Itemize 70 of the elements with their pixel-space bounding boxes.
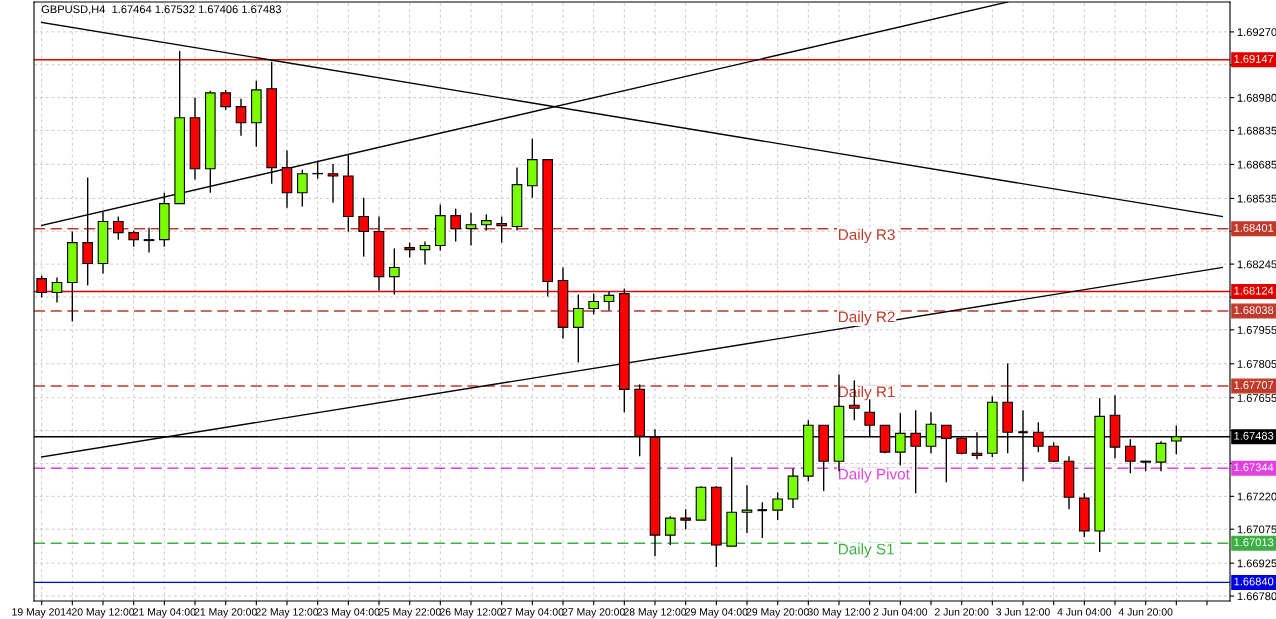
y-tick-label: 1.67220 — [1237, 492, 1276, 501]
y-tick-label: 1.66925 — [1237, 559, 1276, 568]
y-tick-label: 1.68245 — [1237, 260, 1276, 269]
x-tick-label: 2 Jun 04:00 — [873, 608, 928, 616]
candlestick — [143, 226, 155, 254]
x-tick-label: 28 May 12:00 — [623, 608, 687, 618]
annotation: Daily R3 — [838, 228, 895, 244]
y-tick-label: 1.66780 — [1237, 592, 1276, 601]
annotation: Daily S1 — [838, 543, 894, 558]
candlestick — [787, 467, 799, 509]
candlestick — [680, 508, 691, 530]
candlestick — [741, 484, 753, 534]
annotation: Daily R2 — [838, 311, 895, 326]
x-tick-label: 20 May 12:00 — [71, 608, 135, 618]
y-tick-label: 1.67805 — [1237, 360, 1276, 368]
candlestick — [389, 247, 400, 296]
x-tick-label: 23 May 04:00 — [317, 608, 380, 618]
ref-line-label: 1.67013 — [1234, 538, 1274, 547]
x-tick-label: 21 May 04:00 — [133, 608, 196, 618]
candlestick — [465, 211, 477, 247]
candlestick — [51, 276, 63, 304]
candlestick — [297, 168, 308, 208]
candlestick — [113, 215, 124, 241]
y-tick-label: 1.67655 — [1237, 394, 1276, 402]
ref-line-label: 1.69147 — [1234, 54, 1274, 63]
x-tick-label: 3 Jun 12:00 — [996, 608, 1050, 616]
x-tick-label: 21 May 20:00 — [194, 608, 257, 618]
x-tick-label: 2 Jun 20:00 — [934, 608, 989, 616]
x-tick-label: 25 May 22:00 — [378, 608, 441, 618]
x-tick-label: 4 Jun 04:00 — [1057, 608, 1112, 616]
ref-line-label: 1.68124 — [1234, 286, 1274, 295]
y-tick-label: 1.68980 — [1237, 93, 1276, 102]
candlestick — [327, 163, 339, 204]
x-tick-label: 26 May 12:00 — [439, 608, 503, 618]
candlestick — [419, 240, 431, 266]
x-tick-label: 27 May 20:00 — [562, 608, 625, 618]
candlestick — [603, 290, 615, 312]
x-tick-label: 30 May 12:00 — [807, 608, 871, 618]
ref-line-label: 1.66840 — [1234, 577, 1274, 586]
candlestick — [772, 491, 783, 521]
candlestick — [235, 98, 247, 137]
ref-line-label: 1.67344 — [1234, 463, 1274, 472]
candlestick — [358, 197, 369, 258]
annotation: Daily Pivot — [838, 468, 910, 483]
ref-line-label: 1.68038 — [1234, 306, 1274, 314]
x-tick-label: 22 May 12:00 — [255, 608, 319, 618]
y-tick-label: 1.67075 — [1237, 525, 1276, 534]
ref-line-label: 1.67707 — [1234, 381, 1274, 389]
candlestick — [220, 89, 231, 111]
x-tick-label: 4 Jun 20:00 — [1118, 608, 1173, 616]
candlestick — [756, 501, 769, 539]
x-tick-label: 29 May 20:00 — [746, 608, 809, 618]
ref-line-label: 1.67483 — [1234, 431, 1274, 440]
candlestick — [588, 292, 599, 316]
x-tick-label: 19 May 2014 — [12, 608, 72, 618]
y-tick-label: 1.68685 — [1237, 160, 1276, 169]
y-tick-label: 1.68835 — [1237, 126, 1276, 135]
candlestick — [450, 207, 461, 243]
chart-title: GBPUSD,H4 1.67464 1.67532 1.67406 1.67483 — [41, 5, 281, 15]
candlestick — [1125, 438, 1136, 474]
candlestick — [665, 515, 676, 546]
candlestick — [1155, 440, 1167, 472]
y-tick-label: 1.69270 — [1237, 28, 1276, 37]
y-tick-label: 1.67955 — [1237, 326, 1276, 334]
x-tick-label: 27 May 04:00 — [501, 608, 564, 618]
y-tick-label: 1.68535 — [1237, 194, 1276, 203]
candlestick — [496, 215, 507, 244]
candlestick — [573, 293, 584, 364]
ref-line-label: 1.68401 — [1234, 223, 1274, 232]
x-tick-label: 29 May 04:00 — [685, 608, 748, 618]
